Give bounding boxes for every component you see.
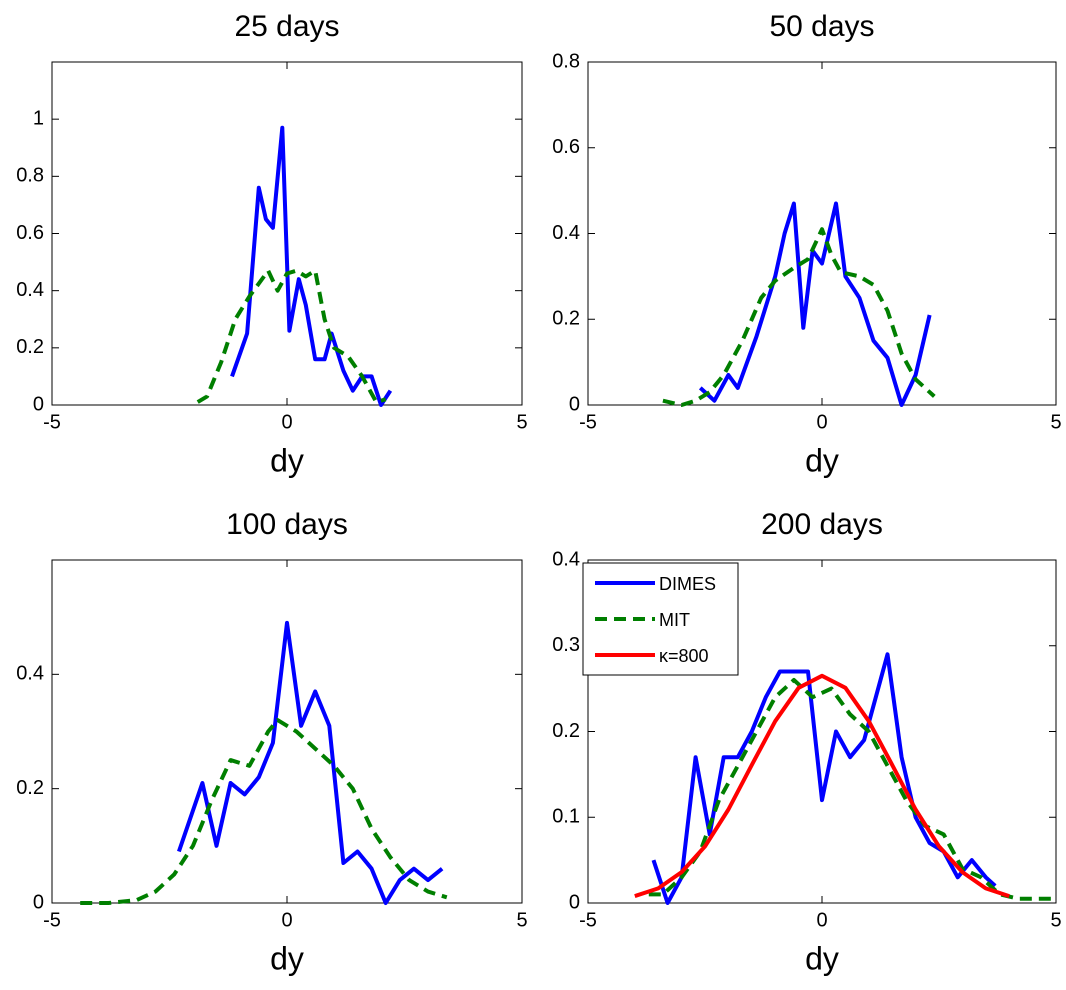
x-tick-label: -5	[579, 909, 597, 931]
x-tick-label: 5	[516, 411, 527, 433]
plot-area	[51, 559, 523, 904]
y-tick-label: 0.4	[552, 548, 580, 570]
legend: DIMES MIT κ=800	[582, 562, 739, 676]
y-tick-label: 0.3	[552, 634, 580, 656]
data-line	[80, 718, 448, 905]
data-line	[196, 268, 387, 405]
y-tick-label: 0.2	[552, 308, 580, 330]
subplot-title: 200 days	[761, 508, 883, 541]
data-line	[662, 227, 936, 407]
legend-label: MIT	[659, 610, 690, 630]
subplot-title: 50 days	[769, 10, 874, 43]
y-tick-label: 0.1	[552, 806, 580, 828]
x-tick-label: 5	[516, 909, 527, 931]
legend-label: κ=800	[659, 646, 709, 666]
y-tick-label: 1	[33, 107, 44, 129]
x-tick-label: -5	[43, 411, 61, 433]
x-tick-label: 0	[816, 909, 827, 931]
y-tick-label: 0.4	[16, 663, 44, 685]
y-tick-label: 0	[569, 393, 580, 415]
legend-label: DIMES	[659, 574, 716, 594]
y-tick-label: 0.4	[16, 279, 44, 301]
x-tick-label: 5	[1050, 909, 1061, 931]
y-tick-label: 0.2	[16, 777, 44, 799]
subplot-title: 25 days	[234, 10, 339, 43]
x-axis-label: dy	[270, 940, 304, 976]
y-tick-label: 0	[33, 393, 44, 415]
y-tick-label: 0.2	[16, 336, 44, 358]
x-tick-label: 0	[816, 411, 827, 433]
x-tick-label: -5	[43, 909, 61, 931]
x-axis-label: dy	[805, 940, 839, 976]
y-tick-label: 0.8	[552, 50, 580, 72]
y-tick-label: 0.8	[16, 165, 44, 187]
y-tick-label: 0.4	[552, 222, 580, 244]
y-tick-label: 0	[569, 891, 580, 913]
x-tick-label: 0	[281, 411, 292, 433]
data-line	[634, 673, 1010, 898]
x-tick-label: 5	[1050, 411, 1061, 433]
data-line	[648, 678, 1056, 901]
data-line	[177, 620, 444, 905]
y-tick-label: 0	[33, 891, 44, 913]
x-axis-label: dy	[270, 442, 304, 478]
y-tick-label: 0.2	[552, 720, 580, 742]
x-tick-label: 0	[281, 909, 292, 931]
y-tick-label: 0.6	[16, 222, 44, 244]
subplot-title: 100 days	[226, 508, 348, 541]
y-tick-label: 0.6	[552, 136, 580, 158]
x-tick-label: -5	[579, 411, 597, 433]
x-axis-label: dy	[805, 442, 839, 478]
